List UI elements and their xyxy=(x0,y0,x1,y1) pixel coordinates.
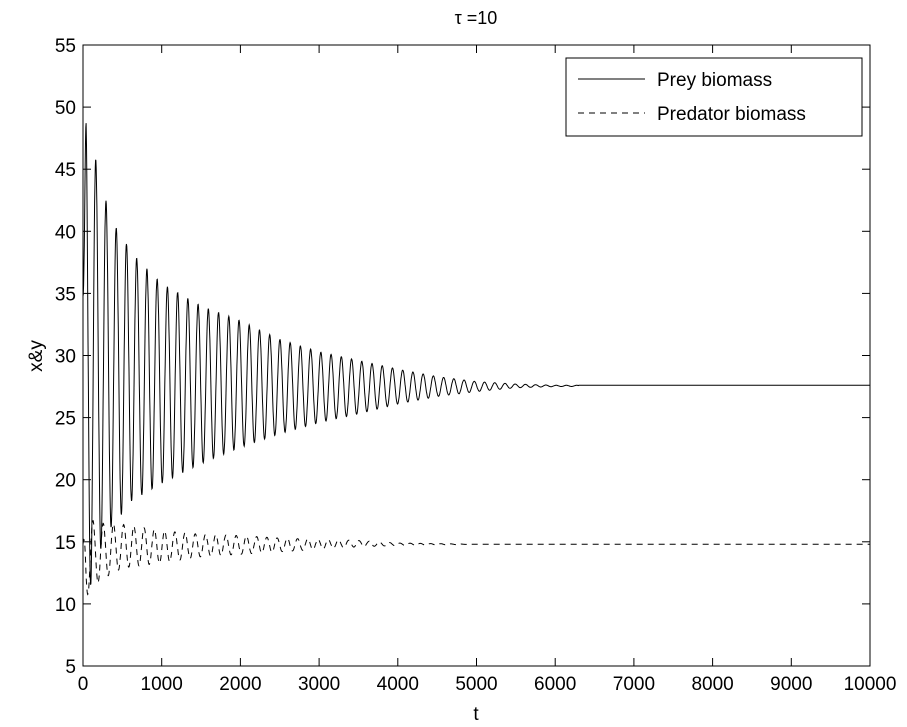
y-tick-label: 5 xyxy=(65,657,76,678)
y-tick-label: 10 xyxy=(55,595,76,616)
plot-area xyxy=(82,44,871,667)
x-tick-label: 1000 xyxy=(141,674,183,695)
predator-biomass-line xyxy=(82,520,870,596)
x-tick-label: 10000 xyxy=(844,674,897,695)
x-tick-label: 3000 xyxy=(298,674,340,695)
y-tick-label: 20 xyxy=(55,471,76,492)
y-tick-label: 55 xyxy=(55,36,76,57)
chart-title: τ =10 xyxy=(455,8,498,28)
y-tick-label: 50 xyxy=(55,98,76,119)
ticks-layer: 0 1000 2000 3000 4000 5000 6000 7000 8000 9000 100… xyxy=(55,36,897,695)
y-tick-label: 40 xyxy=(55,222,76,243)
y-tick-label: 15 xyxy=(55,533,76,554)
series-layer xyxy=(82,123,870,596)
x-tick-label: 8000 xyxy=(691,674,733,695)
legend-label-predator: Predator biomass xyxy=(657,104,806,125)
y-tick-label: 35 xyxy=(55,284,76,305)
y-tick-label: 25 xyxy=(55,409,76,430)
legend-box xyxy=(565,57,863,137)
x-axis-label: t xyxy=(473,704,479,725)
x-tick-label: 7000 xyxy=(613,674,655,695)
x-tick-label: 0 xyxy=(78,674,89,695)
x-tick-label: 9000 xyxy=(770,674,812,695)
y-tick-label: 45 xyxy=(55,160,76,181)
y-axis-label: x&y xyxy=(26,340,47,372)
legend: Prey biomass Predator biomass xyxy=(565,57,863,137)
x-tick-label: 6000 xyxy=(534,674,576,695)
prey-biomass-line xyxy=(82,123,870,585)
x-tick-label: 5000 xyxy=(455,674,497,695)
x-tick-label: 4000 xyxy=(377,674,419,695)
legend-label-prey: Prey biomass xyxy=(657,70,772,91)
x-tick-label: 2000 xyxy=(219,674,261,695)
y-tick-label: 30 xyxy=(55,347,76,368)
